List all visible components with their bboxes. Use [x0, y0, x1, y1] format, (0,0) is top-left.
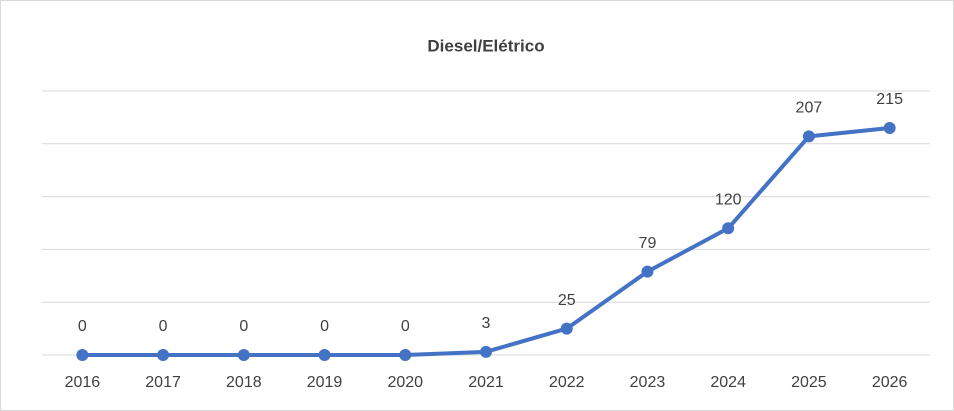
x-tick-label: 2016	[65, 374, 101, 391]
point	[722, 222, 735, 235]
x-tick-label: 2021	[468, 374, 504, 391]
data-label: 79	[639, 235, 657, 252]
point	[883, 121, 896, 134]
x-tick-label: 2017	[145, 374, 181, 391]
data-label: 0	[78, 318, 87, 335]
x-tick-label: 2025	[791, 374, 827, 391]
data-label: 0	[239, 318, 248, 335]
data-label: 0	[401, 318, 410, 335]
point	[157, 349, 170, 361]
point	[560, 322, 573, 335]
data-label: 0	[159, 318, 168, 335]
point	[76, 349, 89, 361]
point	[237, 349, 250, 361]
point	[480, 345, 492, 358]
x-tick-label: 2023	[630, 374, 666, 391]
chart-title: Diesel/Elétrico	[427, 36, 544, 55]
x-tick-label: 2018	[226, 374, 262, 391]
data-label: 0	[320, 318, 329, 335]
point	[641, 265, 654, 278]
x-tick-label: 2020	[387, 374, 423, 391]
x-tick-label: 2024	[710, 374, 746, 391]
data-label: 215	[876, 91, 903, 108]
point	[802, 130, 815, 143]
x-tick-label: 2019	[307, 374, 343, 391]
data-label: 120	[715, 191, 742, 208]
x-tick-label: 2026	[872, 374, 908, 391]
point	[399, 349, 412, 361]
data-label: 25	[558, 292, 576, 309]
data-label: 3	[482, 315, 491, 332]
data-label: 207	[796, 100, 823, 117]
x-tick-label: 2022	[549, 374, 585, 391]
point	[318, 349, 331, 361]
